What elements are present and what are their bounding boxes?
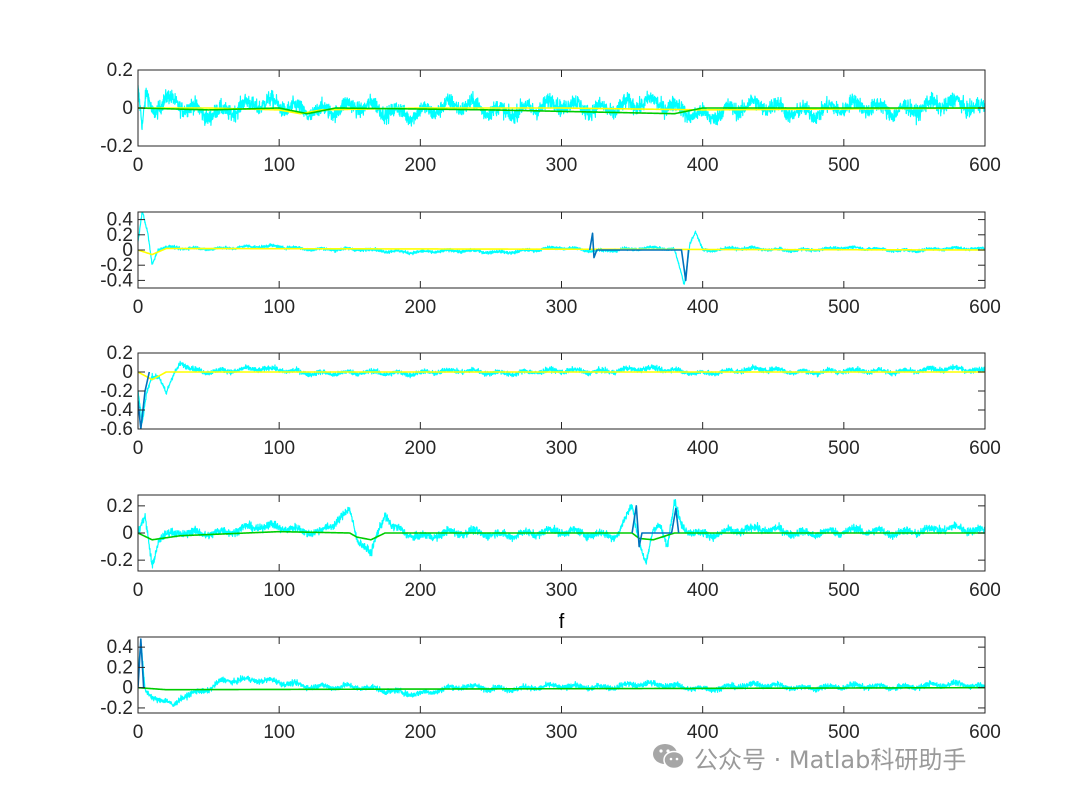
x-tick-label: 500 [828, 297, 860, 318]
x-tick-label: 0 [133, 722, 144, 743]
y-tick-label: -0.4 [100, 270, 133, 291]
x-tick-label: 200 [404, 297, 436, 318]
x-tick-label: 100 [263, 722, 295, 743]
y-tick-label: 0 [122, 98, 133, 119]
y-tick-label: 0.4 [107, 210, 134, 231]
x-tick-label: 0 [133, 155, 144, 176]
y-tick-label: -0.2 [100, 381, 133, 402]
x-tick-label: 100 [263, 580, 295, 601]
x-tick-label: 500 [828, 438, 860, 459]
series-line-yellow [138, 247, 985, 256]
y-tick-label: 0.2 [107, 225, 133, 246]
series-line-green [138, 107, 985, 115]
y-tick-label: 0.2 [107, 343, 133, 364]
series-line-green [138, 686, 985, 691]
y-tick-label: 0 [122, 678, 133, 699]
x-tick-label: 500 [828, 580, 860, 601]
x-tick-label: 0 [133, 438, 144, 459]
y-tick-label: 0.2 [107, 496, 133, 517]
y-tick-label: -0.2 [100, 698, 133, 719]
y-tick-label: -0.4 [100, 400, 133, 421]
x-tick-label: 300 [546, 297, 578, 318]
y-tick-label: 0.4 [107, 637, 134, 658]
series-line-blue [138, 371, 151, 429]
series-line-yellow [138, 107, 985, 115]
x-tick-label: 0 [133, 580, 144, 601]
x-tick-label: 600 [969, 722, 1001, 743]
y-tick-label: -0.2 [100, 136, 133, 157]
x-tick-label: 400 [687, 438, 719, 459]
y-tick-label: 0.2 [107, 60, 133, 81]
x-tick-label: 100 [263, 438, 295, 459]
x-tick-label: 400 [687, 722, 719, 743]
y-tick-label: 0 [122, 362, 133, 383]
subplot-title: f [559, 611, 565, 633]
y-tick-label: 0 [122, 240, 133, 261]
series-group [138, 85, 985, 131]
x-tick-label: 300 [546, 580, 578, 601]
x-tick-label: 400 [687, 297, 719, 318]
plot-area [138, 353, 985, 429]
x-tick-label: 600 [969, 297, 1001, 318]
series-line-yellow [138, 371, 985, 381]
watermark: 公众号 · Matlab科研助手 [652, 740, 966, 774]
x-tick-label: 300 [546, 438, 578, 459]
x-tick-label: 600 [969, 580, 1001, 601]
x-tick-label: 600 [969, 438, 1001, 459]
x-tick-label: 200 [404, 438, 436, 459]
series-line-blue [138, 638, 145, 688]
series-line-blue [588, 232, 690, 282]
x-tick-label: 0 [133, 297, 144, 318]
series-group [138, 360, 985, 429]
x-tick-label: 200 [404, 155, 436, 176]
x-tick-label: 300 [546, 722, 578, 743]
x-tick-label: 500 [828, 155, 860, 176]
y-tick-label: -0.6 [100, 419, 133, 440]
x-tick-label: 600 [969, 155, 1001, 176]
watermark-text: 公众号 · Matlab科研助手 [694, 745, 967, 774]
x-tick-label: 400 [687, 580, 719, 601]
x-tick-label: 100 [263, 297, 295, 318]
y-tick-label: -0.2 [100, 255, 133, 276]
x-tick-label: 400 [687, 155, 719, 176]
x-tick-label: 200 [404, 580, 436, 601]
series-group [138, 638, 985, 708]
y-tick-label: 0 [122, 523, 133, 544]
x-tick-label: 500 [828, 722, 860, 743]
series-line-blue [631, 505, 680, 548]
x-tick-label: 100 [263, 155, 295, 176]
plot-area [138, 637, 985, 713]
x-tick-label: 200 [404, 722, 436, 743]
series-line-green [138, 530, 985, 541]
y-tick-label: 0.2 [107, 657, 133, 678]
y-tick-label: -0.2 [100, 550, 133, 571]
x-tick-label: 300 [546, 155, 578, 176]
series-group [138, 498, 985, 569]
wechat-icon [653, 744, 685, 770]
series-group [138, 212, 985, 285]
